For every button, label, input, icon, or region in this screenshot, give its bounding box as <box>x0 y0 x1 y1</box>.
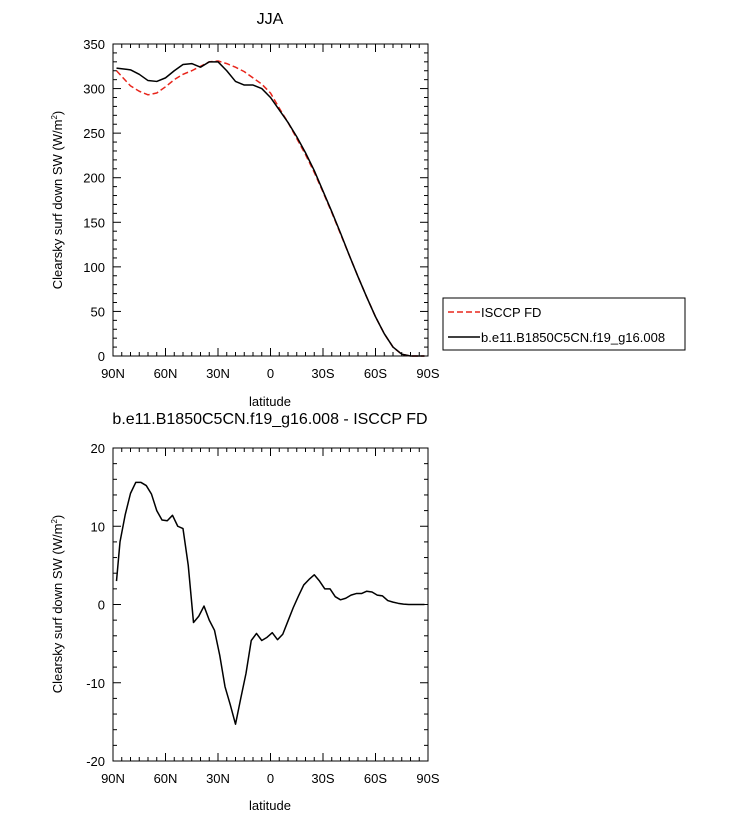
x-tick-label: 90N <box>101 366 125 381</box>
chart-bottom: b.e11.B1850C5CN.f19_g16.008 - ISCCP FD 9… <box>50 411 440 813</box>
x-tick-label: 0 <box>267 366 274 381</box>
y-axis-label-bottom: Clearsky surf down SW (W/m2) <box>50 515 65 694</box>
chart-title-bottom: b.e11.B1850C5CN.f19_g16.008 - ISCCP FD <box>112 411 427 428</box>
y-axis-label-top-end: ) <box>50 111 65 115</box>
y-tick-label: -10 <box>86 676 105 691</box>
x-tick-label: 60N <box>154 366 178 381</box>
x-tick-label: 30S <box>311 366 334 381</box>
x-tick-label: 30N <box>206 366 230 381</box>
x-tick-label: 90S <box>416 771 439 786</box>
ticks-top: 90N 60N 30N 0 30S 60S 90S 0 50 100 150 200 250 300 350 <box>83 37 440 381</box>
plot-frame-bottom <box>112 447 429 762</box>
chart-title-top: JJA <box>257 11 284 28</box>
ticks-bottom: 90N 60N 30N 0 30S 60S 90S -20 -10 0 10 20 <box>86 441 440 786</box>
y-axis-label-bottom-end: ) <box>50 515 65 519</box>
legend-box <box>442 297 686 351</box>
y-tick-label: -20 <box>86 754 105 769</box>
y-axis-label-top: Clearsky surf down SW (W/m2) <box>50 111 65 290</box>
series-top <box>115 60 425 357</box>
y-tick-label: 250 <box>83 126 105 141</box>
legend-label-model: b.e11.B1850C5CN.f19_g16.008 <box>481 330 665 345</box>
y-tick-label: 150 <box>83 215 105 230</box>
x-tick-label: 0 <box>267 771 274 786</box>
legend-label-isccp: ISCCP FD <box>481 305 541 320</box>
x-tick-label: 90S <box>416 366 439 381</box>
x-tick-label: 90N <box>101 771 125 786</box>
y-axis-label-bottom-sup: 2 <box>50 519 59 524</box>
x-axis-label-bottom: latitude <box>249 798 291 813</box>
y-tick-label: 0 <box>98 598 105 613</box>
y-axis-label-top-main: Clearsky surf down SW (W/m <box>50 120 65 290</box>
x-tick-label: 60N <box>154 771 178 786</box>
y-tick-label: 300 <box>83 82 105 97</box>
y-tick-label: 100 <box>83 260 105 275</box>
x-tick-label: 60S <box>364 366 387 381</box>
y-tick-label: 10 <box>91 519 105 534</box>
series-bottom <box>115 481 425 725</box>
x-tick-label: 60S <box>364 771 387 786</box>
series-line-0-1 <box>116 61 425 357</box>
plot-frame-top <box>112 43 429 357</box>
chart-top: JJA 90N 60N 30N 0 30S 60S 90S 0 50 100 150 200 250 30… <box>50 11 686 409</box>
series-line-1-0 <box>115 481 425 725</box>
y-axis-label-top-sup: 2 <box>50 115 59 120</box>
y-tick-label: 0 <box>98 349 105 364</box>
x-axis-label-top: latitude <box>249 394 291 409</box>
y-tick-label: 350 <box>83 37 105 52</box>
y-axis-label-bottom-main: Clearsky surf down SW (W/m <box>50 524 65 694</box>
series-line-0-0 <box>115 60 425 357</box>
y-tick-label: 200 <box>83 171 105 186</box>
legend: ISCCP FD b.e11.B1850C5CN.f19_g16.008 <box>442 297 686 351</box>
x-tick-label: 30S <box>311 771 334 786</box>
y-tick-label: 20 <box>91 441 105 456</box>
x-tick-label: 30N <box>206 771 230 786</box>
y-tick-label: 50 <box>91 304 105 319</box>
